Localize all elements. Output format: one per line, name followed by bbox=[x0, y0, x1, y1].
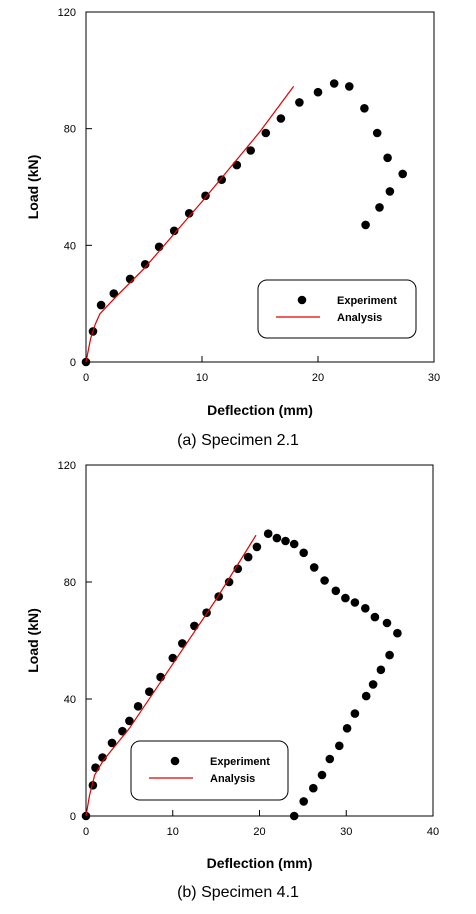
x-tick-label: 0 bbox=[83, 372, 89, 384]
experiment-point bbox=[109, 289, 119, 298]
experiment-point bbox=[317, 770, 327, 780]
x-tick-label: 40 bbox=[427, 826, 439, 838]
x-tick-label: 0 bbox=[83, 826, 89, 838]
x-tick-label: 10 bbox=[167, 826, 179, 838]
experiment-point bbox=[383, 153, 392, 163]
x-tick-label: 30 bbox=[428, 372, 440, 384]
experiment-point bbox=[276, 114, 286, 123]
experiment-point bbox=[299, 548, 309, 558]
experiment-point bbox=[385, 650, 394, 660]
y-tick-label: 120 bbox=[58, 460, 76, 472]
experiment-point bbox=[376, 665, 386, 675]
experiment-point bbox=[342, 724, 352, 733]
experiment-point bbox=[133, 702, 143, 711]
experiment-point bbox=[361, 220, 370, 230]
y-tick-label: 40 bbox=[64, 694, 76, 706]
experiment-point bbox=[107, 738, 117, 748]
experiment-point bbox=[335, 741, 344, 751]
experiment-point bbox=[281, 536, 290, 546]
experiment-point bbox=[118, 726, 127, 736]
experiment-point bbox=[168, 653, 178, 663]
experiment-point bbox=[382, 618, 392, 628]
experiment-point bbox=[261, 128, 271, 138]
legend-entry-label: Experiment bbox=[337, 295, 397, 307]
experiment-point bbox=[331, 586, 341, 596]
experiment-point bbox=[243, 552, 253, 562]
experiment-point bbox=[350, 598, 360, 607]
legend-marker-swatch bbox=[297, 295, 307, 305]
experiment-point bbox=[368, 680, 378, 689]
legend-box bbox=[257, 279, 417, 339]
experiment-point bbox=[393, 628, 402, 638]
x-tick-label: 20 bbox=[253, 826, 265, 838]
y-tick-label: 0 bbox=[70, 357, 76, 369]
experiment-point bbox=[299, 797, 309, 806]
experiment-point bbox=[325, 754, 335, 764]
experiment-point bbox=[361, 604, 370, 613]
experiment-point bbox=[246, 146, 255, 155]
experiment-point bbox=[272, 533, 282, 543]
chart-panel-1: 0 10 20 30 0 40 80 120 Deflection (mm) Load (kN) E… bbox=[25, 7, 440, 449]
x-tick-label: 10 bbox=[196, 372, 208, 384]
x-tick-label: 20 bbox=[312, 372, 324, 384]
y-tick-label: 0 bbox=[70, 811, 76, 823]
plot-frame bbox=[85, 11, 435, 363]
experiment-point bbox=[201, 191, 210, 201]
experiment-point bbox=[375, 203, 384, 212]
experiment-point bbox=[372, 128, 382, 138]
experiment-point bbox=[289, 539, 299, 549]
experiment-point bbox=[313, 87, 323, 97]
experiment-point bbox=[217, 175, 226, 184]
experiment-point bbox=[178, 639, 187, 648]
experiment-point bbox=[263, 529, 273, 538]
y-tick-label: 40 bbox=[64, 240, 76, 252]
y-tick-label: 80 bbox=[64, 124, 76, 136]
experiment-point bbox=[385, 187, 395, 196]
x-tick-label: 30 bbox=[340, 826, 352, 838]
chart-panel-2: 0 10 20 30 40 0 40 80 120 Deflection (mm) Load (kN… bbox=[25, 460, 439, 901]
experiment-point bbox=[361, 691, 371, 701]
figure-caption: (a) Specimen 2.1 bbox=[177, 432, 299, 449]
experiment-point bbox=[309, 563, 319, 572]
legend-box bbox=[130, 740, 289, 801]
y-tick-label: 80 bbox=[64, 577, 76, 589]
analysis-line bbox=[85, 534, 257, 817]
experiment-point bbox=[320, 576, 329, 585]
experiment-point bbox=[350, 709, 360, 718]
experiment-point bbox=[295, 98, 304, 107]
experiment-point bbox=[140, 260, 150, 269]
experiment-point bbox=[125, 716, 134, 726]
experiment-point bbox=[329, 79, 339, 88]
experiment-point bbox=[88, 781, 98, 790]
legend-entry-label: Analysis bbox=[337, 312, 382, 324]
experiment-point bbox=[309, 783, 318, 793]
analysis-line bbox=[85, 86, 295, 363]
legend-entry-label: Analysis bbox=[210, 773, 255, 785]
experiment-point bbox=[190, 621, 199, 631]
experiment-point bbox=[233, 564, 243, 574]
legend-marker-swatch bbox=[170, 756, 180, 766]
experiment-point bbox=[154, 242, 164, 252]
experiment-point bbox=[169, 226, 179, 236]
experiment-point bbox=[252, 542, 262, 552]
experiment-point bbox=[232, 160, 242, 170]
y-axis-label: Load (kN) bbox=[25, 608, 41, 673]
experiment-point bbox=[398, 169, 408, 179]
x-axis-label: Deflection (mm) bbox=[207, 402, 313, 418]
x-axis-label: Deflection (mm) bbox=[207, 855, 313, 871]
figure-caption: (b) Specimen 4.1 bbox=[177, 884, 299, 901]
experiment-point bbox=[345, 82, 354, 91]
experiment-point bbox=[360, 104, 369, 113]
experiment-point bbox=[96, 300, 106, 310]
experiment-point bbox=[184, 209, 194, 218]
experiment-point bbox=[370, 612, 380, 622]
experiment-point bbox=[224, 577, 234, 587]
experiment-point bbox=[289, 811, 299, 821]
y-axis-label: Load (kN) bbox=[25, 155, 41, 220]
y-tick-label: 120 bbox=[58, 7, 76, 19]
experiment-point bbox=[341, 593, 350, 603]
legend-entry-label: Experiment bbox=[210, 756, 270, 768]
experiment-point bbox=[145, 687, 154, 696]
